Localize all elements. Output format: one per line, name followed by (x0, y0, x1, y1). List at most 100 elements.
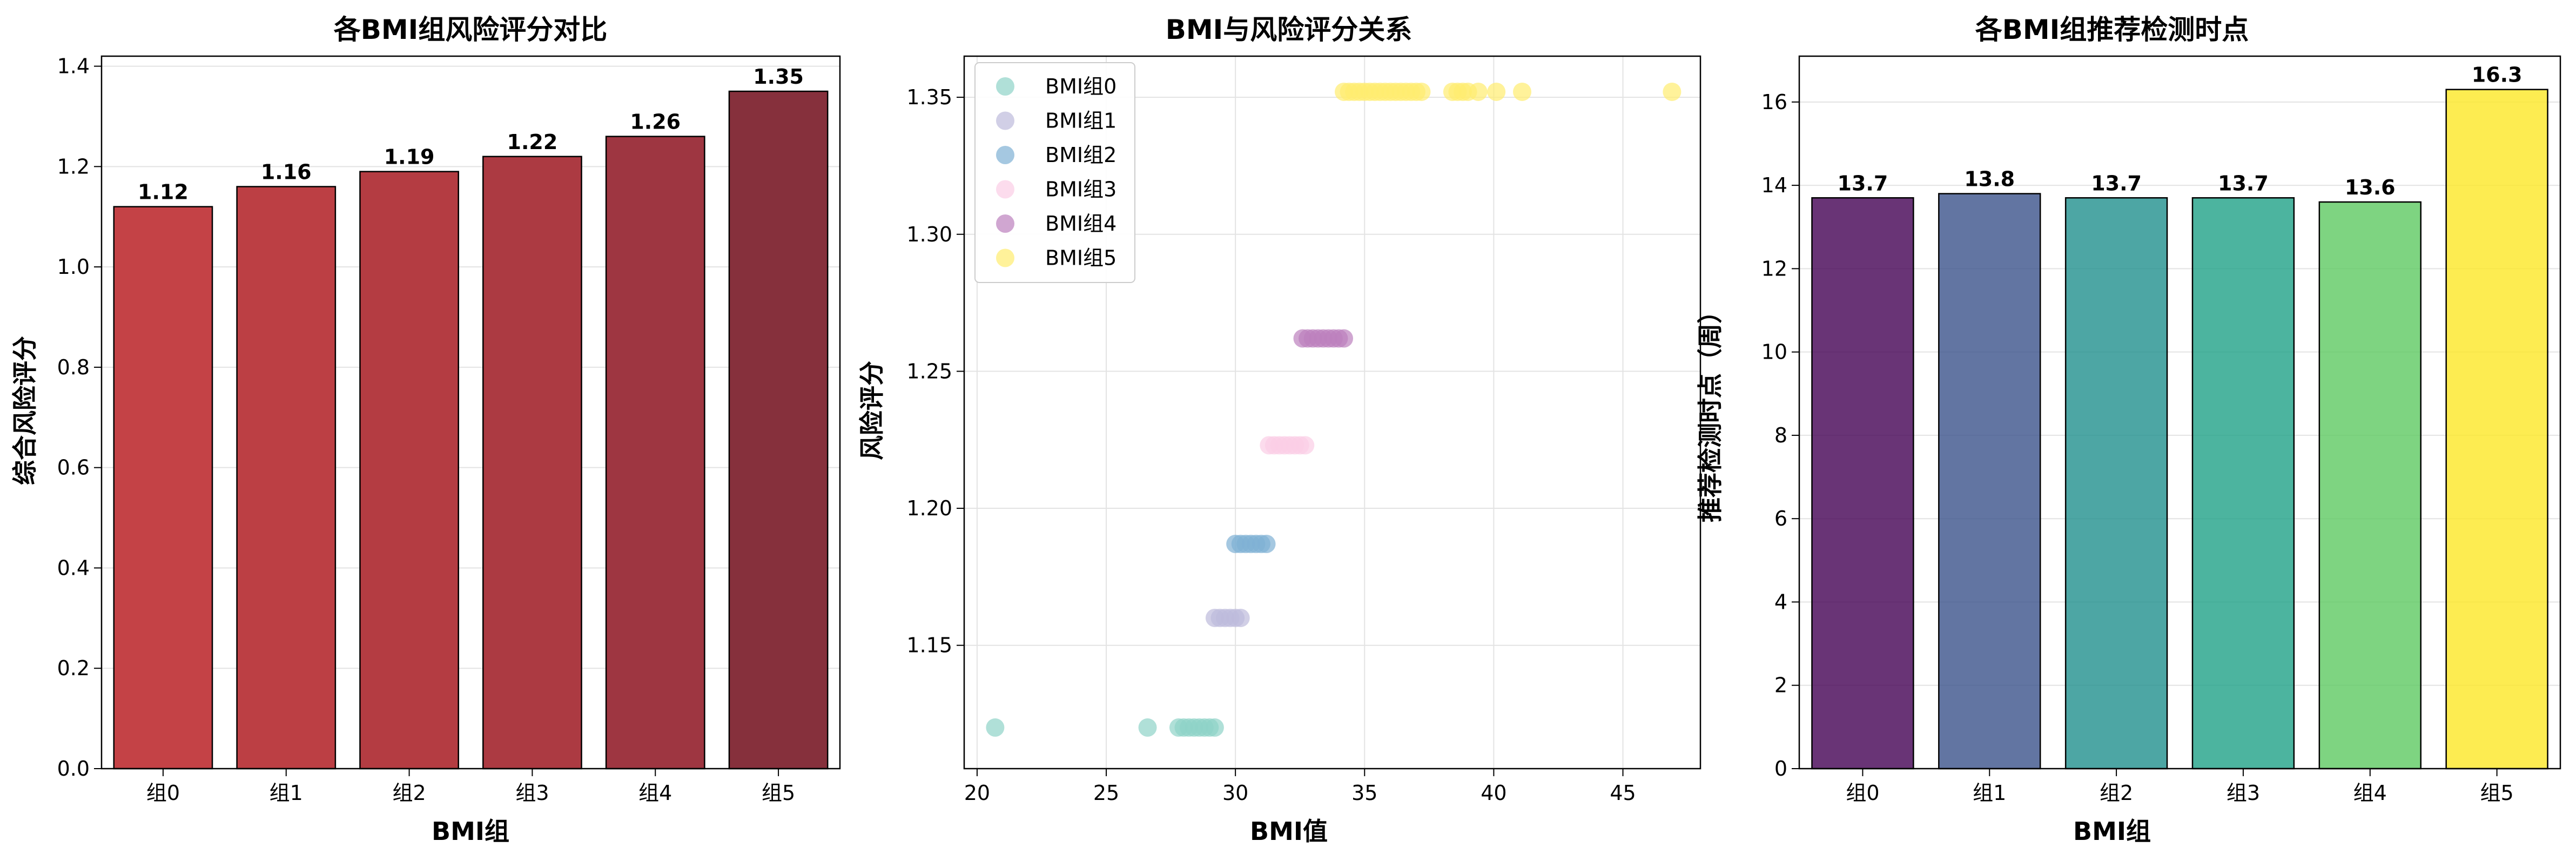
point-BMI组5 (1663, 82, 1682, 101)
bar-组4 (605, 136, 705, 770)
y-tick-label: 1.20 (906, 496, 952, 520)
bar-组5 (2445, 89, 2548, 770)
y-tick-label: 1.25 (906, 359, 952, 383)
x-tick-label: 组2 (392, 781, 426, 805)
chart-2-xlabel: BMI值 (1250, 817, 1328, 846)
data-label: 13.8 (1964, 167, 2015, 191)
y-tick-label: 10 (1761, 340, 1787, 364)
data-label: 13.7 (2091, 171, 2142, 195)
data-label: 16.3 (2472, 63, 2523, 87)
point-BMI组0 (986, 718, 1005, 737)
y-tick-label: 8 (1774, 423, 1787, 447)
y-tick-label: 1.4 (57, 55, 90, 78)
y-tick-label: 0.8 (57, 355, 90, 379)
x-tick-label: 组0 (146, 781, 180, 805)
point-BMI组5 (1412, 82, 1431, 101)
x-tick-label: 组3 (2227, 781, 2260, 805)
data-label: 13.6 (2345, 176, 2396, 199)
x-tick-label: 组1 (270, 781, 303, 805)
plot-frame (100, 55, 841, 770)
chart-1-ylabel: 综合风险评分 (10, 336, 39, 485)
y-tick-label: 2 (1774, 674, 1787, 697)
data-label: 1.12 (138, 180, 189, 204)
legend-label: BMI组3 (1045, 178, 1117, 201)
y-tick-label: 14 (1761, 173, 1787, 197)
x-tick-label: 20 (964, 781, 990, 805)
legend-marker (996, 180, 1014, 199)
data-label: 1.26 (630, 110, 681, 134)
point-BMI组5 (1513, 82, 1532, 101)
x-tick-label: 45 (1610, 781, 1636, 805)
y-tick-label: 1.30 (906, 223, 952, 246)
chart-2-title: BMI与风险评分关系 (1166, 14, 1412, 45)
chart-risk-score-bar: 各BMI组风险评分对比 BMI组 综合风险评分 0.0 0.2 0.4 0.6 0.8 1… (10, 14, 841, 846)
legend-marker (996, 248, 1014, 267)
bar-组3 (2191, 197, 2295, 770)
data-label: 1.22 (507, 130, 558, 154)
bar-组1 (236, 186, 337, 770)
bar-组2 (359, 171, 459, 770)
y-tick-label: 1.15 (906, 634, 952, 657)
point-BMI组0 (1138, 718, 1157, 737)
x-tick-label: 组3 (515, 781, 549, 805)
x-tick-label: 组1 (1973, 781, 2006, 805)
chart-3-ylabel: 推荐检测时点（周） (1696, 299, 1725, 522)
y-tick-label: 4 (1774, 590, 1787, 614)
y-tick-label: 0 (1774, 757, 1787, 781)
bar-组0 (1811, 197, 1914, 770)
legend-marker (996, 77, 1014, 96)
x-tick-label: 35 (1351, 781, 1377, 805)
bar-组1 (1938, 193, 2041, 770)
plot-frame (1798, 55, 2561, 770)
chart-1-xlabel: BMI组 (432, 817, 509, 846)
legend-label: BMI组0 (1045, 75, 1117, 98)
x-tick-label: 组0 (1846, 781, 1879, 805)
chart-2-ylabel: 风险评分 (857, 361, 886, 460)
x-tick-label: 组5 (2480, 781, 2513, 805)
point-BMI组4 (1335, 329, 1354, 348)
x-tick-label: 组5 (762, 781, 795, 805)
data-label: 13.7 (1838, 171, 1888, 195)
x-tick-label: 40 (1481, 781, 1506, 805)
x-tick-label: 组2 (2100, 781, 2133, 805)
legend-box (974, 62, 1135, 283)
point-BMI组1 (1231, 608, 1250, 627)
plot-frame (963, 55, 1701, 770)
legend-marker (996, 111, 1014, 130)
y-tick-label: 0.2 (57, 656, 90, 680)
chart-1-title: 各BMI组风险评分对比 (334, 14, 607, 45)
bar-组5 (728, 90, 829, 770)
chart-detection-week-bar: 各BMI组推荐检测时点 BMI组 推荐检测时点（周） 0 2 4 6 8 10 12 14 16… (1696, 14, 2561, 846)
y-tick-label: 1.2 (57, 154, 90, 178)
x-tick-label: 25 (1093, 781, 1119, 805)
x-tick-label: 组4 (638, 781, 672, 805)
y-tick-label: 1.0 (57, 255, 90, 279)
point-BMI组5 (1469, 82, 1488, 101)
y-tick-label: 1.35 (906, 85, 952, 109)
y-tick-label: 0.0 (57, 757, 90, 781)
y-tick-label: 16 (1761, 90, 1787, 114)
legend-marker (996, 214, 1014, 233)
y-tick-label: 6 (1774, 507, 1787, 530)
legend-label: BMI组1 (1045, 109, 1117, 133)
point-BMI组3 (1296, 436, 1315, 455)
chart-3-xlabel: BMI组 (2073, 817, 2151, 846)
point-BMI组0 (1205, 718, 1224, 737)
bar-组3 (482, 156, 582, 770)
data-label: 1.16 (261, 160, 312, 184)
bar-组4 (2318, 201, 2422, 770)
y-tick-label: 12 (1761, 257, 1787, 280)
y-tick-label: 0.6 (57, 456, 90, 480)
chart-2-legend: BMI组0 BMI组1 BMI组2 BMI组3 BMI组4 BMI组5 (974, 62, 1135, 283)
legend-label: BMI组2 (1045, 143, 1117, 167)
data-label: 1.35 (753, 65, 804, 89)
legend-marker (996, 146, 1014, 164)
bar-组2 (2064, 197, 2168, 770)
bar-组0 (113, 206, 213, 770)
x-tick-label: 组4 (2353, 781, 2387, 805)
chart-3-title: 各BMI组推荐检测时点 (1975, 14, 2249, 45)
y-tick-label: 0.4 (57, 556, 90, 580)
chart-bmi-risk-scatter: BMI与风险评分关系 BMI值 风险评分 1.15 1.20 1.25 1.30 1.3… (857, 14, 1701, 846)
x-tick-label: 30 (1222, 781, 1248, 805)
